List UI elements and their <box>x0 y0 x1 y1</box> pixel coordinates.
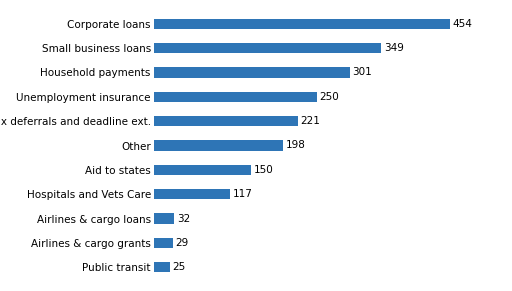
Bar <box>154 238 173 248</box>
Bar <box>154 116 298 126</box>
Bar <box>154 189 230 199</box>
Bar <box>154 214 175 224</box>
Text: 25: 25 <box>173 262 186 272</box>
Text: 454: 454 <box>453 19 473 29</box>
Text: 117: 117 <box>232 189 252 199</box>
Text: 32: 32 <box>177 214 190 223</box>
Bar <box>154 67 350 77</box>
Bar <box>154 92 317 102</box>
Text: 221: 221 <box>301 116 321 126</box>
Bar <box>154 165 251 175</box>
Text: 349: 349 <box>384 43 404 53</box>
Bar <box>154 140 283 151</box>
Text: 29: 29 <box>175 238 188 248</box>
Text: 150: 150 <box>254 165 274 175</box>
Text: 198: 198 <box>285 141 305 150</box>
Bar <box>154 43 381 53</box>
Text: 250: 250 <box>319 92 339 102</box>
Bar <box>154 19 450 29</box>
Bar <box>154 262 170 272</box>
Text: 301: 301 <box>353 68 372 77</box>
